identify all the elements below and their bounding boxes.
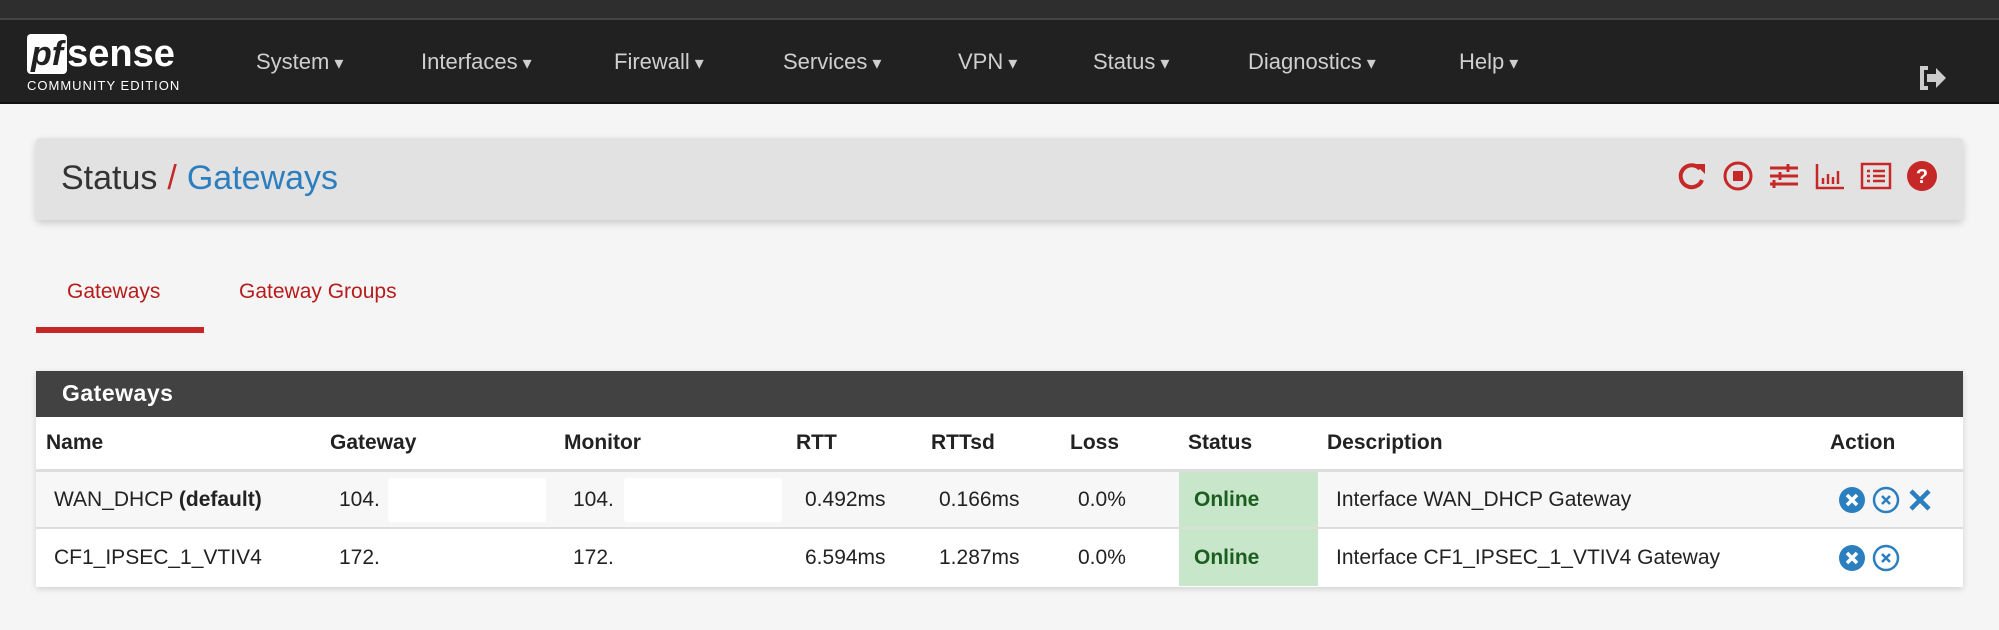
rttsd-value: 1.287ms [939, 545, 1020, 569]
logo-pf: pf [27, 34, 68, 74]
logo-subtitle: COMMUNITY EDITION [27, 78, 181, 93]
stop-circle-icon[interactable] [1722, 160, 1754, 192]
loss-value: 0.0% [1078, 487, 1126, 511]
gateway-name: CF1_IPSEC_1_VTIV4 [54, 545, 262, 569]
menu-help[interactable]: Help [1459, 49, 1518, 75]
table-row: Online CF1_IPSEC_1_VTIV4 172. 172. 6.594… [36, 529, 1963, 586]
default-label: (default) [178, 487, 262, 511]
times-circle-icon[interactable] [1838, 486, 1866, 514]
menu-diagnostics[interactable]: Diagnostics [1248, 49, 1376, 75]
gateways-panel: Gateways Name Gateway Monitor RTT RTTsd … [36, 371, 1963, 587]
col-monitor: Monitor [564, 431, 641, 454]
col-description: Description [1327, 431, 1443, 454]
status-badge: Online [1194, 545, 1260, 569]
tab-gateways[interactable]: Gateways [67, 280, 161, 303]
active-tab-indicator [36, 327, 204, 333]
status-badge: Online [1194, 487, 1260, 511]
refresh-icon[interactable] [1676, 160, 1708, 192]
col-rttsd: RTTsd [931, 431, 995, 454]
panel-title: Gateways [36, 371, 1963, 417]
menu-status[interactable]: Status [1093, 49, 1169, 75]
breadcrumb-bar: Status / Gateways ? [36, 138, 1963, 220]
col-action: Action [1830, 431, 1896, 454]
monitor-address: 172. [573, 545, 614, 569]
breadcrumb-actions: ? [1676, 160, 1938, 192]
menu-system[interactable]: System [256, 49, 343, 75]
menu-vpn[interactable]: VPN [958, 49, 1017, 75]
gateway-address: 104. [339, 487, 380, 511]
col-name: Name [46, 431, 104, 454]
rtt-value: 6.594ms [805, 545, 886, 569]
redaction [624, 535, 782, 579]
loss-value: 0.0% [1078, 545, 1126, 569]
times-circle-icon[interactable] [1838, 544, 1866, 572]
col-status: Status [1188, 431, 1253, 454]
menu-firewall[interactable]: Firewall [614, 49, 704, 75]
breadcrumb: Status / Gateways [61, 159, 338, 198]
question-circle-icon[interactable]: ? [1906, 160, 1938, 192]
breadcrumb-parent[interactable]: Status [61, 159, 158, 197]
status-cell: Online [1179, 529, 1318, 586]
description: Interface WAN_DHCP Gateway [1336, 487, 1632, 511]
sign-out-icon[interactable] [1917, 64, 1947, 99]
redaction [388, 478, 546, 522]
list-alt-icon[interactable] [1860, 160, 1892, 192]
table-header: Name Gateway Monitor RTT RTTsd Loss Stat… [36, 417, 1963, 472]
col-rtt: RTT [796, 431, 837, 454]
row-actions [1838, 544, 1900, 572]
gateway-address: 172. [339, 545, 380, 569]
rttsd-value: 0.166ms [939, 487, 1020, 511]
times-circle-outline-icon[interactable] [1872, 486, 1900, 514]
pfsense-logo[interactable]: pf sense COMMUNITY EDITION [27, 34, 207, 98]
redaction [388, 535, 546, 579]
times-icon[interactable] [1906, 486, 1934, 514]
svg-text:?: ? [1916, 166, 1928, 188]
menu-interfaces[interactable]: Interfaces [421, 49, 532, 75]
row-actions [1838, 486, 1934, 514]
redaction [624, 478, 782, 522]
rtt-value: 0.492ms [805, 487, 886, 511]
bar-chart-icon[interactable] [1814, 160, 1846, 192]
sliders-icon[interactable] [1768, 160, 1800, 192]
tab-gateway-groups[interactable]: Gateway Groups [239, 280, 397, 303]
menu-services[interactable]: Services [783, 49, 881, 75]
table-row: Online WAN_DHCP (default) 104. 104. 0.49… [36, 472, 1963, 529]
status-cell: Online [1179, 472, 1318, 527]
gateway-name: WAN_DHCP (default) [54, 487, 262, 511]
monitor-address: 104. [573, 487, 614, 511]
breadcrumb-separator: / [167, 159, 177, 197]
description: Interface CF1_IPSEC_1_VTIV4 Gateway [1336, 545, 1721, 569]
breadcrumb-current[interactable]: Gateways [186, 159, 339, 197]
browser-chrome [0, 0, 1999, 20]
times-circle-outline-icon[interactable] [1872, 544, 1900, 572]
logo-sense: sense [67, 33, 175, 75]
col-loss: Loss [1070, 431, 1120, 454]
col-gateway: Gateway [330, 431, 417, 454]
